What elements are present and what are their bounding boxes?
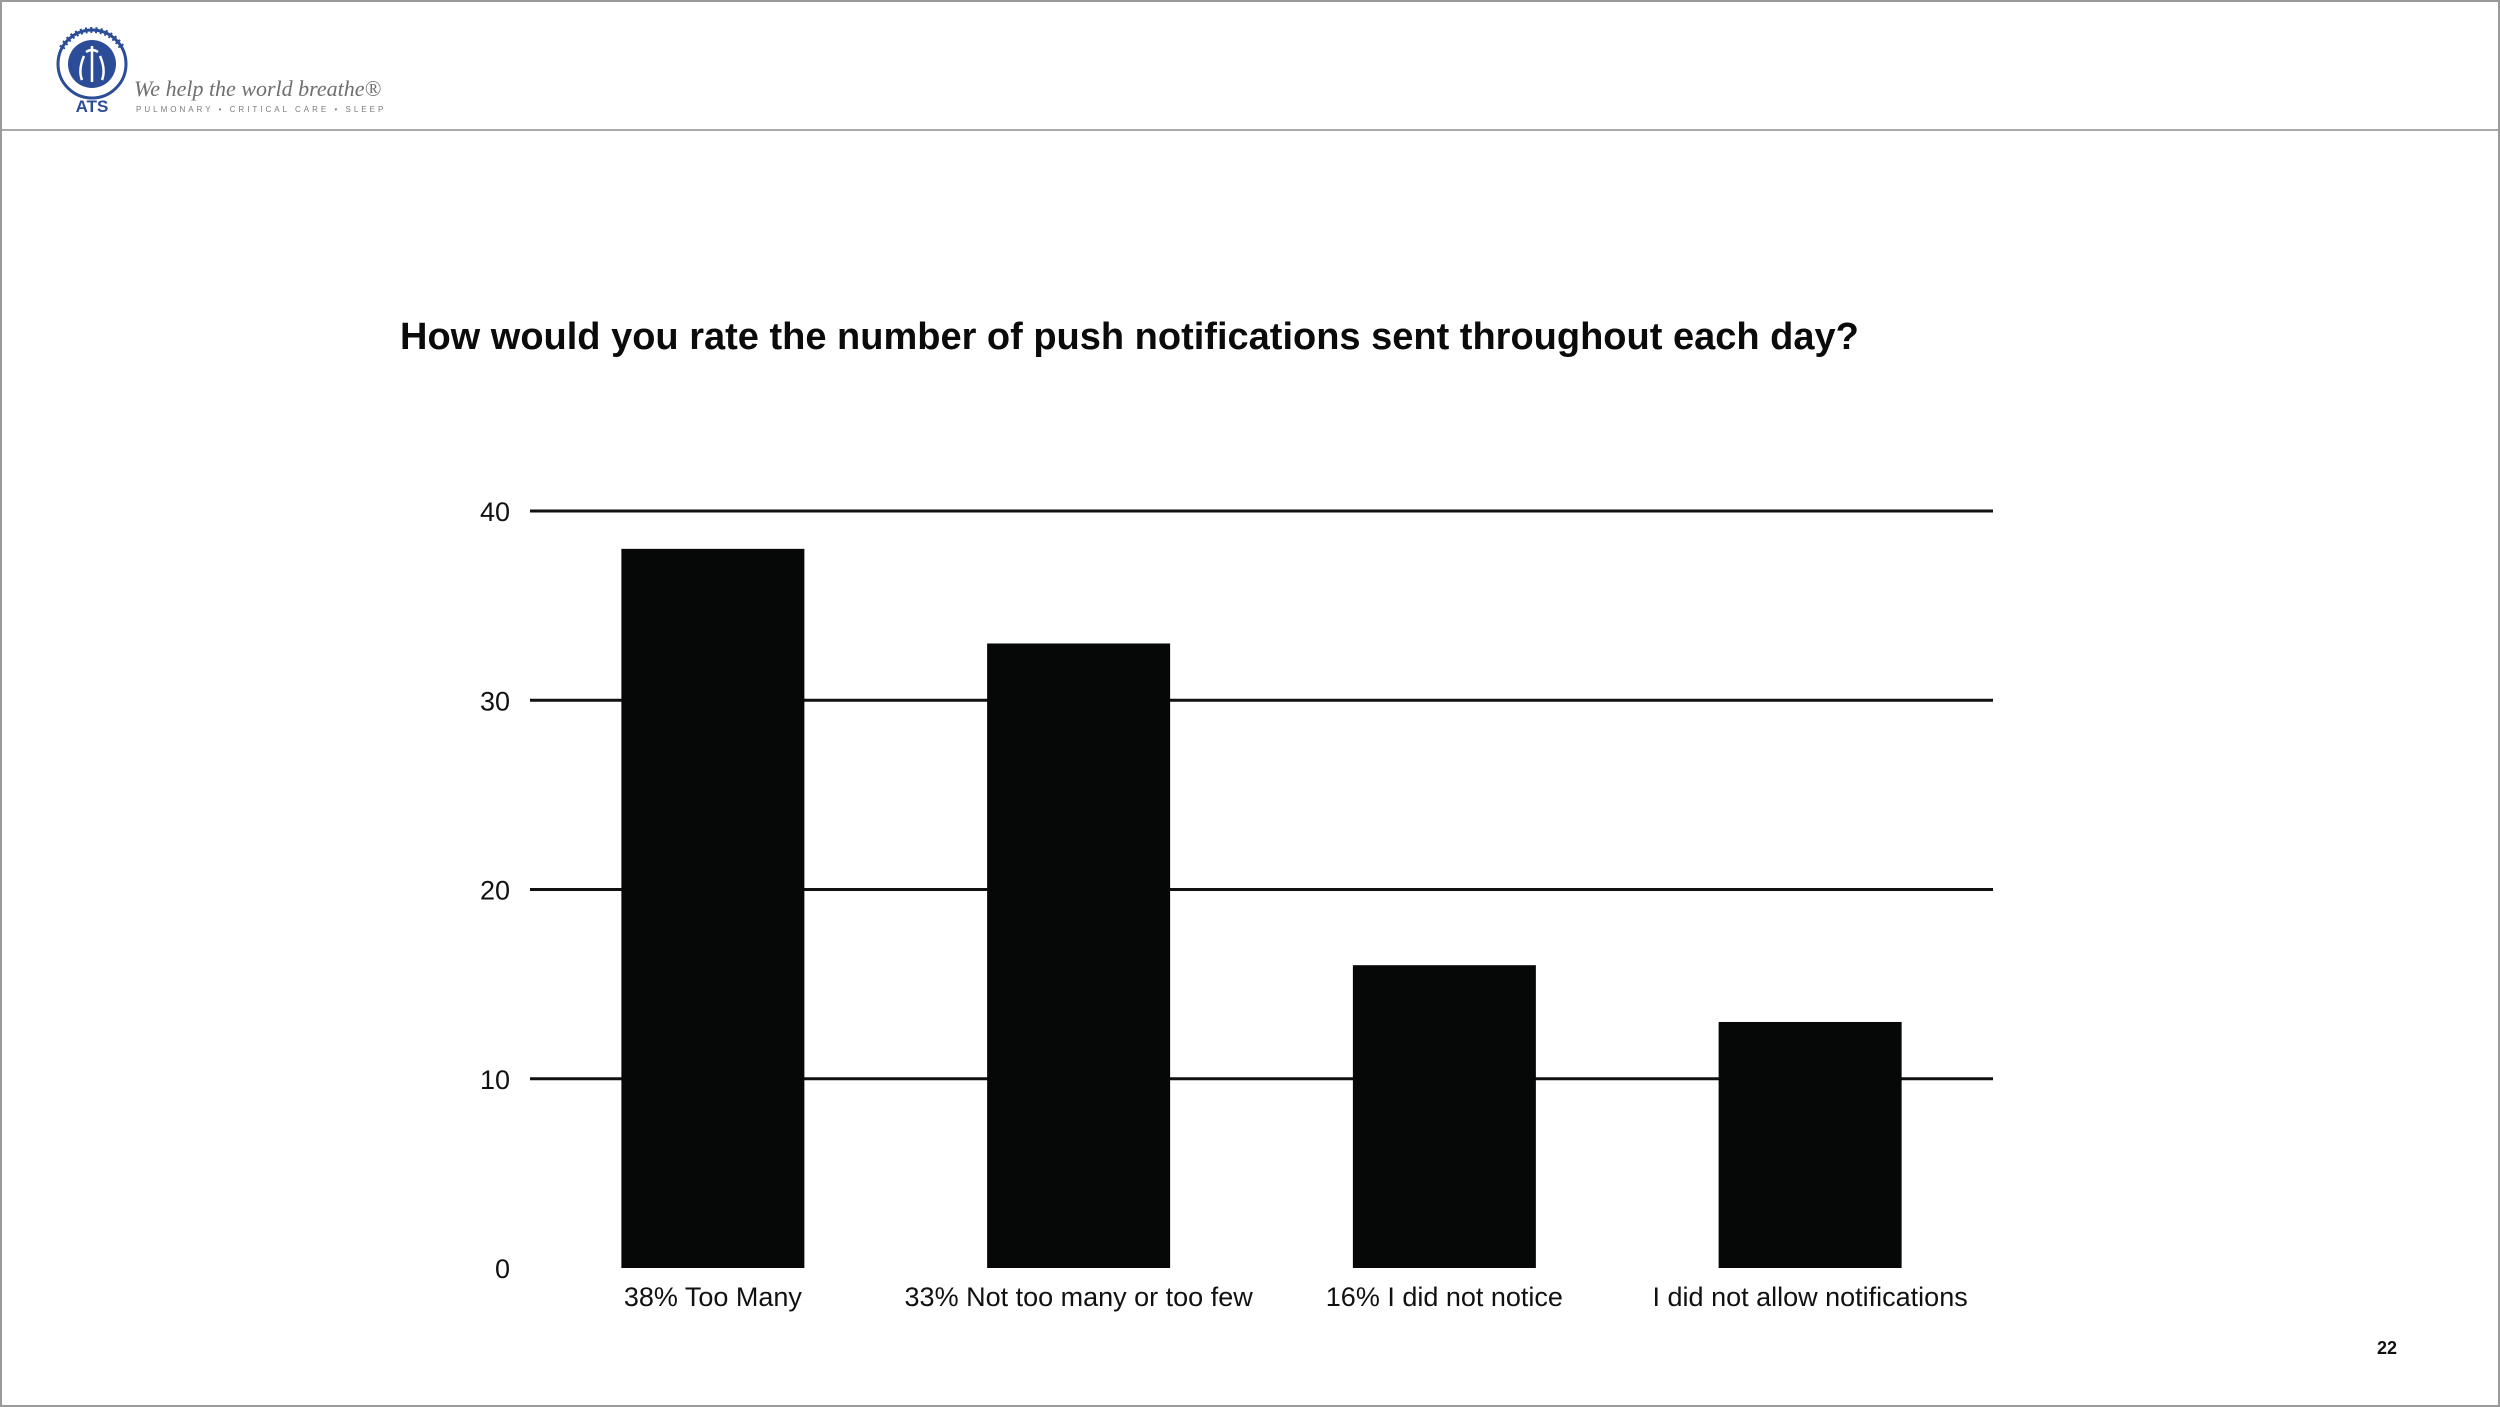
bar-4 <box>1718 1021 1902 1268</box>
ats-logo: ATS We help the world breathe® PULMONARY… <box>48 26 418 118</box>
y-tick-label: 40 <box>480 497 510 527</box>
bar-3 <box>1352 965 1536 1268</box>
x-tick-label: 33% Not too many or too few <box>905 1282 1254 1312</box>
x-tick-label: I did not allow notifications <box>1653 1282 1968 1312</box>
ats-logo-text: ATS <box>76 97 109 116</box>
sub-tagline: PULMONARY • CRITICAL CARE • SLEEP <box>136 105 387 114</box>
y-tick-label: 30 <box>480 686 510 716</box>
slide-header: ATS We help the world breathe® PULMONARY… <box>2 2 2498 131</box>
y-tick-labels: 0 10 20 30 40 <box>480 497 510 1284</box>
chart-title: How would you rate the number of push no… <box>400 316 1859 358</box>
y-tick-label: 10 <box>480 1065 510 1095</box>
page-number: 22 <box>2376 1338 2397 1358</box>
y-tick-label: 20 <box>480 876 510 906</box>
x-tick-label: 38% Too Many <box>624 1282 803 1312</box>
bar-1 <box>621 548 805 1268</box>
x-tick-labels: 38% Too Many 33% Not too many or too few 1… <box>624 1282 1968 1312</box>
y-tick-label: 0 <box>495 1254 510 1284</box>
tagline: We help the world breathe® <box>134 76 382 101</box>
bar-2 <box>987 643 1171 1268</box>
ats-seal-icon: ATS <box>56 27 128 116</box>
bars <box>621 548 1902 1268</box>
x-tick-label: 16% I did not notice <box>1326 1282 1563 1312</box>
